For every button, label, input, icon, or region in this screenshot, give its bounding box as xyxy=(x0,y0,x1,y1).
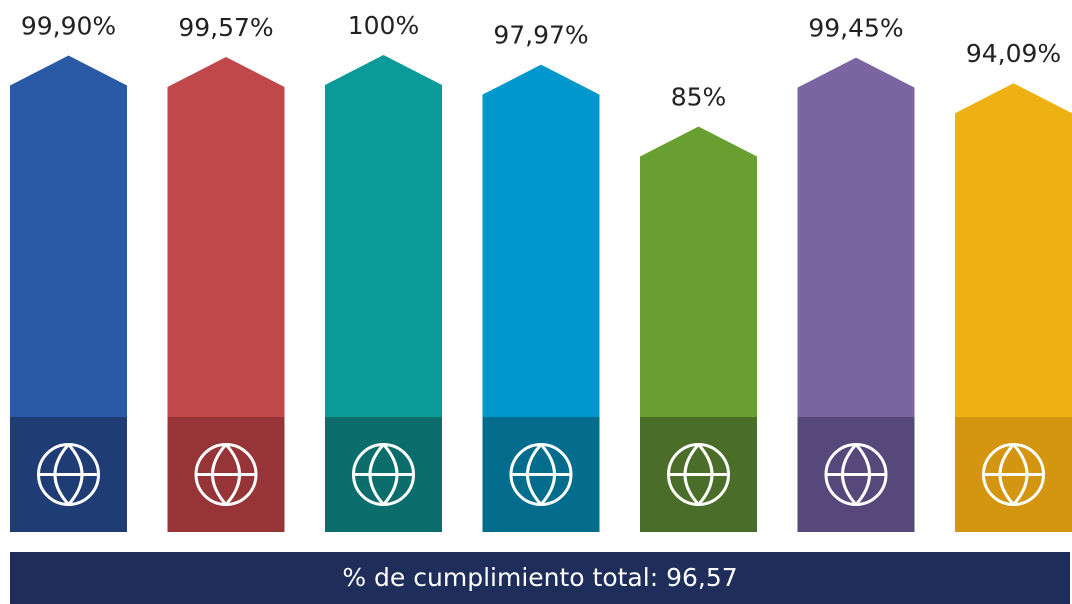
bar xyxy=(797,57,915,532)
bar xyxy=(10,55,127,533)
icon xyxy=(353,443,414,506)
summary-text: % de cumplimiento total: 96,57 xyxy=(342,563,737,592)
icon xyxy=(38,443,99,506)
bar xyxy=(482,64,600,532)
icon xyxy=(826,443,886,506)
bar xyxy=(325,55,442,532)
value-label: 99,90% xyxy=(21,11,116,40)
icon xyxy=(196,443,256,506)
value-label: 100% xyxy=(348,11,419,40)
bar xyxy=(167,57,285,533)
value-label: 99,45% xyxy=(808,14,903,43)
value-label: 99,57% xyxy=(178,13,273,42)
value-label: 85% xyxy=(671,83,727,112)
icon xyxy=(668,443,729,506)
icon xyxy=(983,443,1044,506)
value-label: 97,97% xyxy=(493,21,588,50)
icon xyxy=(511,443,571,506)
value-label: 94,09% xyxy=(966,39,1061,68)
summary-bar xyxy=(10,552,1070,604)
